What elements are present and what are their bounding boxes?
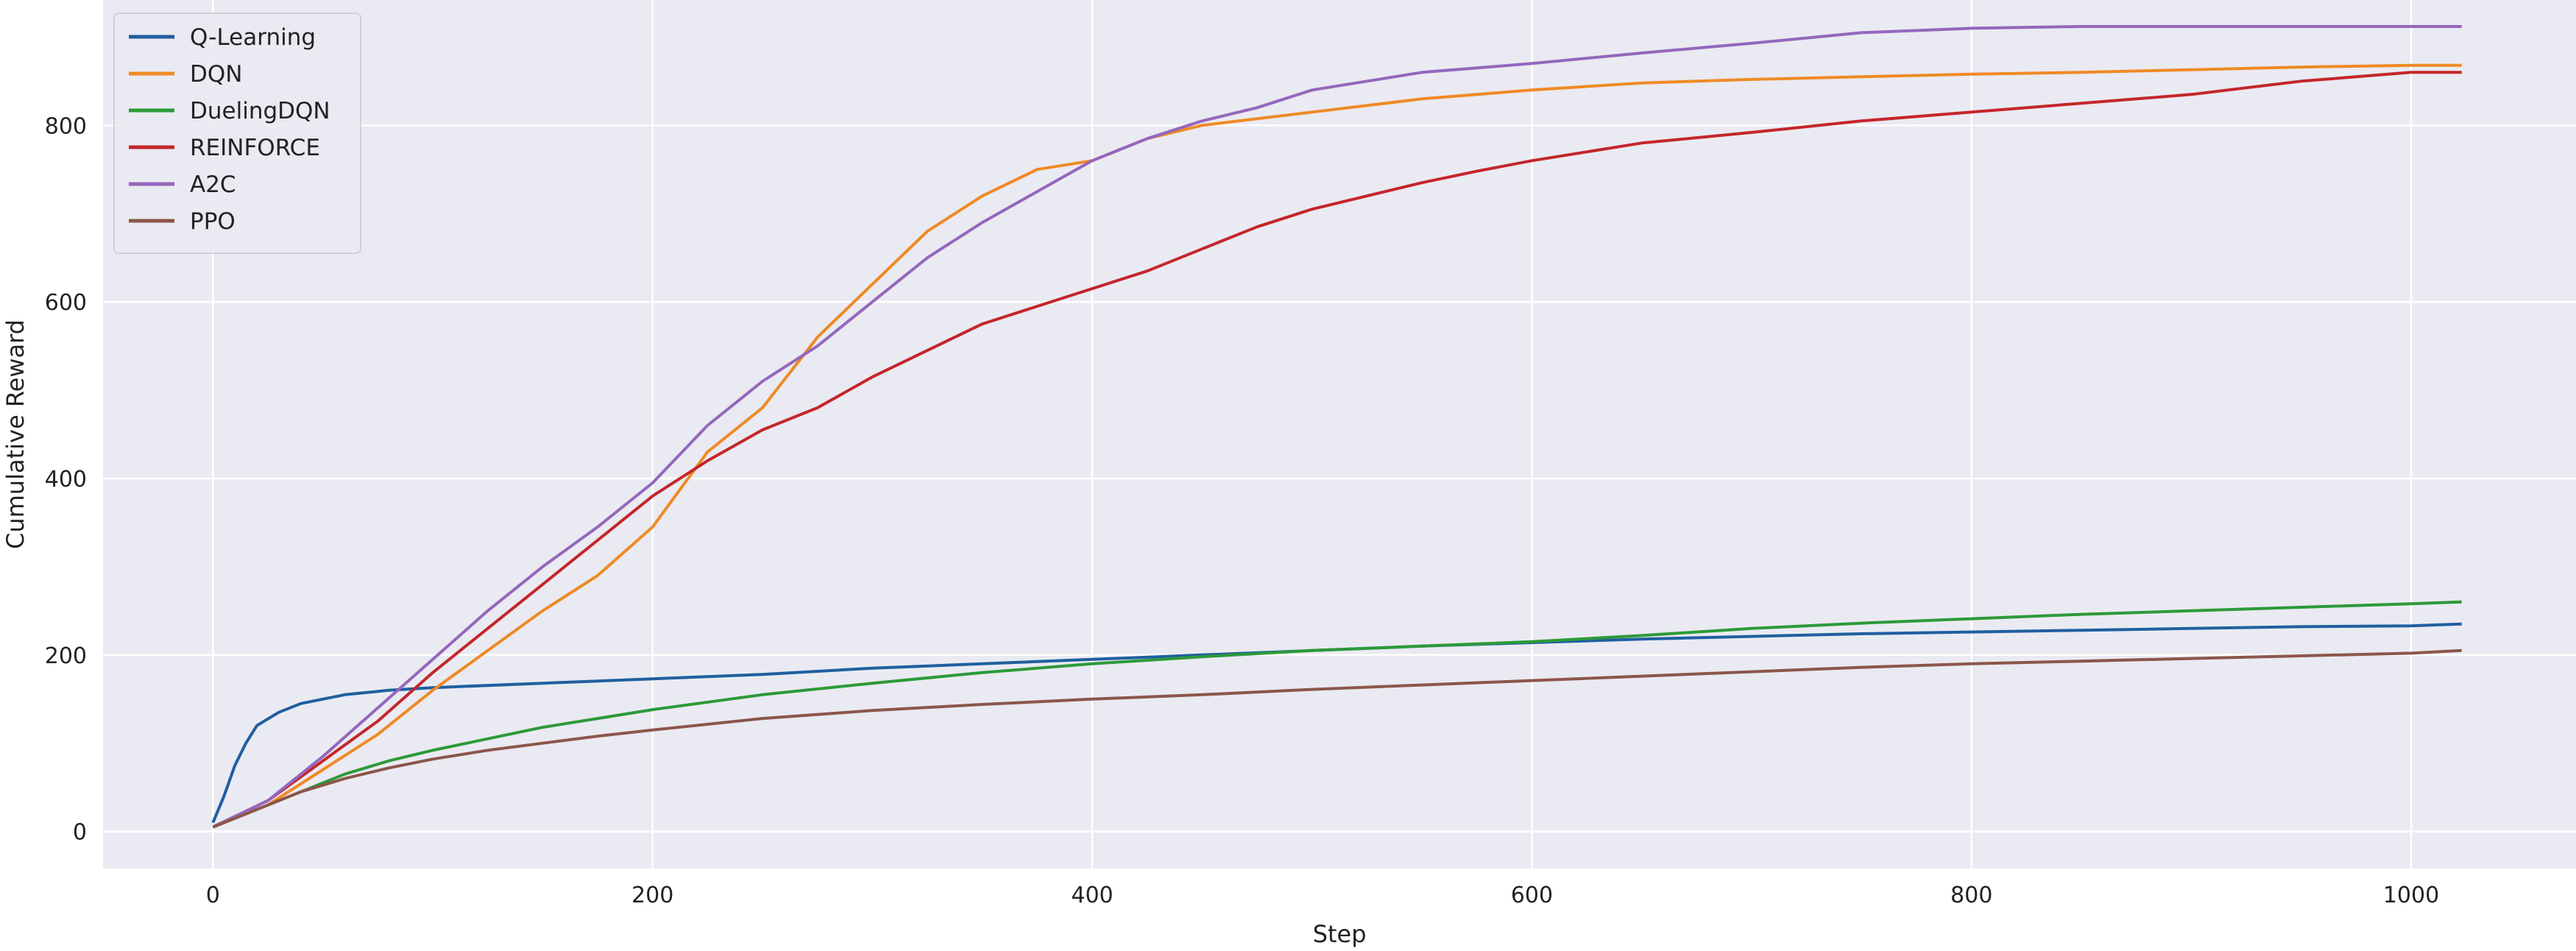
legend-label: A2C	[190, 172, 236, 198]
legend-label: PPO	[190, 208, 236, 235]
plot-background	[103, 0, 2576, 869]
legend-frame	[113, 13, 361, 254]
grid	[103, 0, 2576, 869]
legend-label: DQN	[190, 61, 242, 88]
x-tick-label: 600	[1511, 883, 1553, 908]
y-tick-label: 400	[45, 467, 87, 492]
y-tick-label: 0	[73, 820, 87, 846]
tick-labels: 0 200 400 600 800 1000 0 200 400 600 800	[45, 113, 2439, 908]
series-line-a2c	[212, 25, 2462, 829]
legend-label: Q-Learning	[190, 24, 316, 51]
series-line-q-learning	[211, 622, 2462, 824]
y-tick-label: 200	[45, 643, 87, 669]
legend: Q-Learning DQN DuelingDQN REINFORCE A2C PPO	[113, 13, 361, 254]
x-axis-title: Step	[1313, 920, 1367, 948]
series-line-reinforce	[212, 71, 2462, 829]
legend-label: REINFORCE	[190, 135, 320, 161]
x-tick-label: 400	[1071, 883, 1113, 908]
x-tick-label: 1000	[2383, 883, 2439, 908]
series-line-dqn	[212, 63, 2462, 829]
series-line-duelingdqn	[212, 600, 2462, 829]
y-tick-label: 600	[45, 290, 87, 316]
y-tick-label: 800	[45, 113, 87, 139]
y-axis-title: Cumulative Reward	[1, 319, 29, 549]
series-line-ppo	[212, 648, 2462, 829]
x-tick-label: 800	[1950, 883, 1992, 908]
x-tick-label: 0	[206, 883, 220, 908]
series-lines	[211, 25, 2462, 829]
legend-label: DuelingDQN	[190, 98, 330, 124]
x-tick-label: 200	[631, 883, 673, 908]
